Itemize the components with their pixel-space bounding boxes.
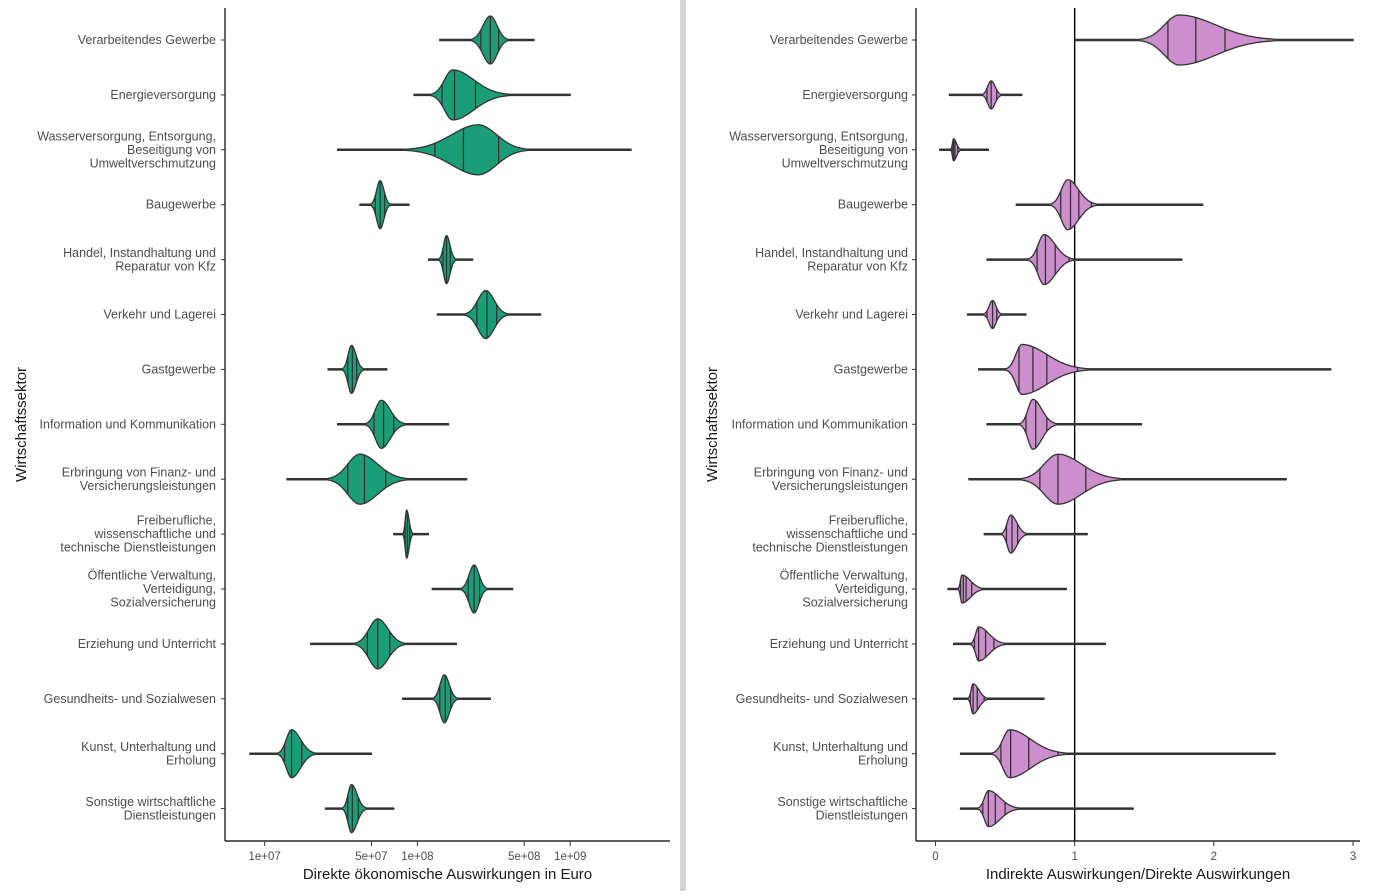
violin-shape (952, 683, 1045, 715)
violin-shape (977, 343, 1332, 395)
y-axis-title: Wirtschaftssektor (13, 367, 30, 482)
x-tick-label: 1 (1071, 851, 1077, 863)
category-label: Sonstige wirtschaftliche Dienstleistungen (85, 795, 216, 823)
category-label: Gesundheits- und Sozialwesen (736, 692, 908, 706)
category-label: Kunst, Unterhaltung und Erholung (81, 740, 216, 768)
violin-shape (431, 564, 514, 614)
category-label: Verkehr und Lagerei (795, 308, 908, 322)
category-label: Erbringung von Finanz- und Versicherungsl… (754, 465, 908, 493)
category-label: Information und Kommunikation (732, 417, 909, 431)
violin-panel-left: 1e+07 5e+07 1e+08 5e+08 1e+09 Direkte ökonomi… (13, 8, 670, 883)
category-label: Sonstige wirtschaftliche Dienstleistungen (777, 795, 908, 823)
violin-shape (439, 15, 535, 65)
x-tick-label: 3 (1350, 851, 1356, 863)
category-label: Verarbeitendes Gewerbe (78, 33, 216, 47)
category-label: Handel, Instandhaltung und Reparatur von … (63, 246, 216, 274)
violin-shape (436, 289, 542, 340)
category-label: Öffentliche Verwaltung, Verteidigung, Sozi… (780, 569, 908, 610)
violin-shape (324, 783, 395, 834)
category-label: Gesundheits- und Sozialwesen (44, 692, 216, 706)
category-label: Verarbeitendes Gewerbe (770, 33, 908, 47)
violin-shape (939, 138, 990, 162)
category-label: Gastgewerbe (142, 362, 216, 376)
category-label: Wasserversorgung, Entsorgung, Beseitigung… (729, 129, 908, 170)
category-label: Öffentliche Verwaltung, Verteidigung, Sozi… (88, 569, 216, 610)
violin-shape (401, 674, 491, 724)
x-tick-label: 5e+07 (355, 851, 387, 863)
violin-shape (413, 69, 571, 121)
violin-shape (310, 618, 458, 670)
y-axis-title: Wirtschaftssektor (704, 367, 721, 482)
violin-shape (947, 574, 1067, 604)
category-label: Baugewerbe (146, 198, 216, 212)
panel-separator (680, 0, 686, 891)
category-label: Energieversorgung (802, 88, 908, 102)
category-label: Erziehung und Unterricht (78, 637, 217, 651)
x-tick-label: 5e+08 (508, 851, 540, 863)
category-label: Wasserversorgung, Entsorgung, Beseitigung… (37, 129, 216, 170)
x-axis-title: Direkte ökonomische Auswirkungen in Euro (303, 866, 592, 883)
violin-shape (336, 124, 632, 176)
category-label: Handel, Instandhaltung und Reparatur von … (755, 246, 908, 274)
violin-shape (393, 509, 430, 559)
x-axis-title: Indirekte Auswirkungen/Direkte Auswirkun… (986, 866, 1290, 883)
category-label: Erbringung von Finanz- und Versicherungsl… (62, 465, 216, 493)
violin-shape (968, 453, 1287, 505)
violin-panel-right: 0 1 2 3 Indirekte Auswirkungen/Direkte Auswi… (704, 8, 1360, 883)
category-label: Freiberufliche, wissenschaftliche und tech… (60, 514, 216, 555)
x-tick-label: 2 (1211, 851, 1217, 863)
category-label: Erziehung und Unterricht (770, 637, 909, 651)
category-label: Freiberufliche, wissenschaftliche und tech… (752, 514, 908, 555)
x-tick-label: 1e+09 (554, 851, 586, 863)
violin-shape (959, 729, 1276, 779)
violin-shape (952, 626, 1106, 662)
violin-shape (986, 233, 1183, 286)
violin-shape (1015, 179, 1204, 231)
violin-shape (959, 789, 1134, 828)
violin-shape (986, 398, 1143, 450)
x-tick-label: 0 (932, 851, 938, 863)
category-label: Information und Kommunikation (40, 417, 217, 431)
x-tick-label: 1e+08 (401, 851, 433, 863)
violin-shape (948, 80, 1023, 110)
category-label: Energieversorgung (110, 88, 216, 102)
category-label: Verkehr und Lagerei (103, 308, 216, 322)
x-tick-label: 1e+07 (249, 851, 281, 863)
violin-shape (1074, 14, 1354, 66)
category-label: Gastgewerbe (834, 362, 908, 376)
category-label: Kunst, Unterhaltung und Erholung (773, 740, 908, 768)
category-label: Baugewerbe (838, 198, 908, 212)
violin-shape (249, 729, 373, 779)
